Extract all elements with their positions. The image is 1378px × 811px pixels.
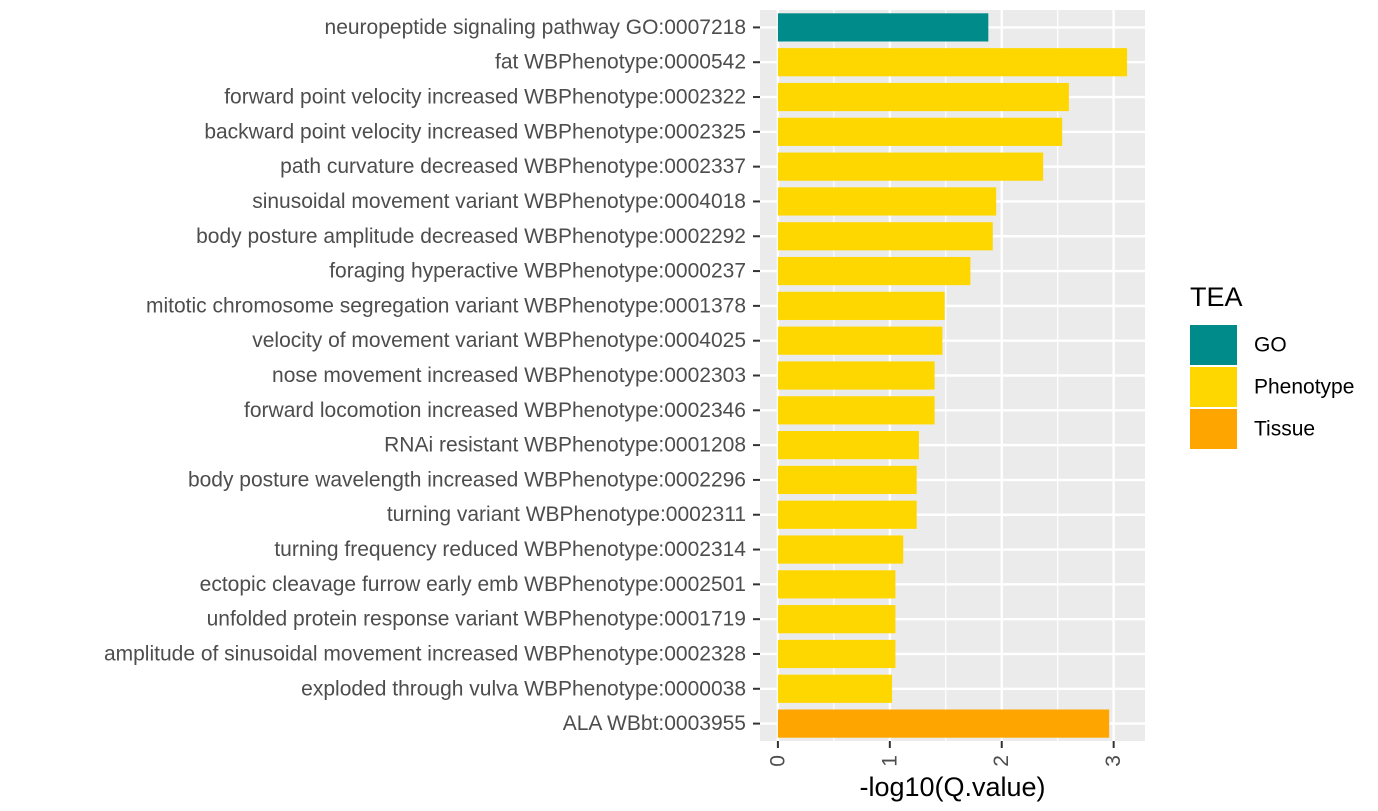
category-label: backward point velocity increased WBPhen… (204, 120, 746, 143)
bar[interactable] (777, 396, 935, 425)
category-label: path curvature decreased WBPhenotype:000… (280, 155, 746, 178)
category-label: sinusoidal movement variant WBPhenotype:… (252, 190, 746, 213)
legend-title: TEA (1190, 282, 1243, 312)
legend-key (1190, 367, 1237, 407)
category-label: fat WBPhenotype:0000542 (495, 51, 746, 74)
category-label: body posture amplitude decreased WBPheno… (196, 225, 746, 248)
bar[interactable] (777, 152, 1044, 181)
category-label: turning frequency reduced WBPhenotype:00… (274, 538, 746, 561)
bar[interactable] (777, 674, 893, 703)
category-label: nose movement increased WBPhenotype:0002… (272, 364, 746, 387)
category-label: turning variant WBPhenotype:0002311 (387, 503, 746, 526)
category-label: unfolded protein response variant WBPhen… (207, 608, 746, 631)
bar[interactable] (777, 361, 935, 390)
bar[interactable] (777, 709, 1110, 738)
category-label: velocity of movement variant WBPhenotype… (252, 329, 746, 352)
category-label: ALA WBbt:0003955 (563, 712, 746, 735)
bar[interactable] (777, 500, 917, 529)
category-label: body posture wavelength increased WBPhen… (188, 468, 746, 491)
legend-label: Tissue (1254, 418, 1315, 441)
category-label: RNAi resistant WBPhenotype:0001208 (384, 434, 746, 457)
bar[interactable] (777, 639, 896, 669)
x-tick-label: 3 (1102, 755, 1125, 767)
bar[interactable] (777, 535, 904, 564)
bar[interactable] (777, 605, 896, 634)
category-label: forward locomotion increased WBPhenotype… (244, 399, 746, 422)
category-label: foraging hyperactive WBPhenotype:0000237 (329, 260, 746, 283)
bar[interactable] (777, 431, 919, 460)
bar[interactable] (777, 222, 993, 251)
bar[interactable] (777, 326, 943, 355)
bar[interactable] (777, 82, 1069, 112)
bar[interactable] (777, 117, 1063, 146)
x-axis-title: -log10(Q.value) (859, 772, 1045, 802)
bar[interactable] (777, 291, 945, 320)
bar[interactable] (777, 187, 997, 216)
bar[interactable] (777, 465, 917, 495)
x-tick-label: 0 (766, 755, 789, 767)
legend-key (1190, 325, 1237, 365)
legend-label: Phenotype (1254, 376, 1354, 399)
bar[interactable] (777, 570, 896, 599)
legend-label: GO (1254, 334, 1287, 357)
category-label: mitotic chromosome segregation variant W… (146, 294, 746, 317)
x-tick-label: 1 (878, 755, 901, 767)
category-label: exploded through vulva WBPhenotype:00000… (301, 677, 746, 700)
category-label: neuropeptide signaling pathway GO:000721… (325, 16, 746, 39)
category-label: amplitude of sinusoidal movement increas… (104, 642, 746, 665)
category-label: forward point velocity increased WBPheno… (224, 86, 746, 109)
bar[interactable] (777, 13, 989, 42)
x-tick-label: 2 (990, 755, 1013, 767)
bar[interactable] (777, 48, 1128, 77)
bar[interactable] (777, 256, 971, 286)
category-label: ectopic cleavage furrow early emb WBPhen… (200, 573, 746, 596)
legend-key (1190, 409, 1237, 449)
